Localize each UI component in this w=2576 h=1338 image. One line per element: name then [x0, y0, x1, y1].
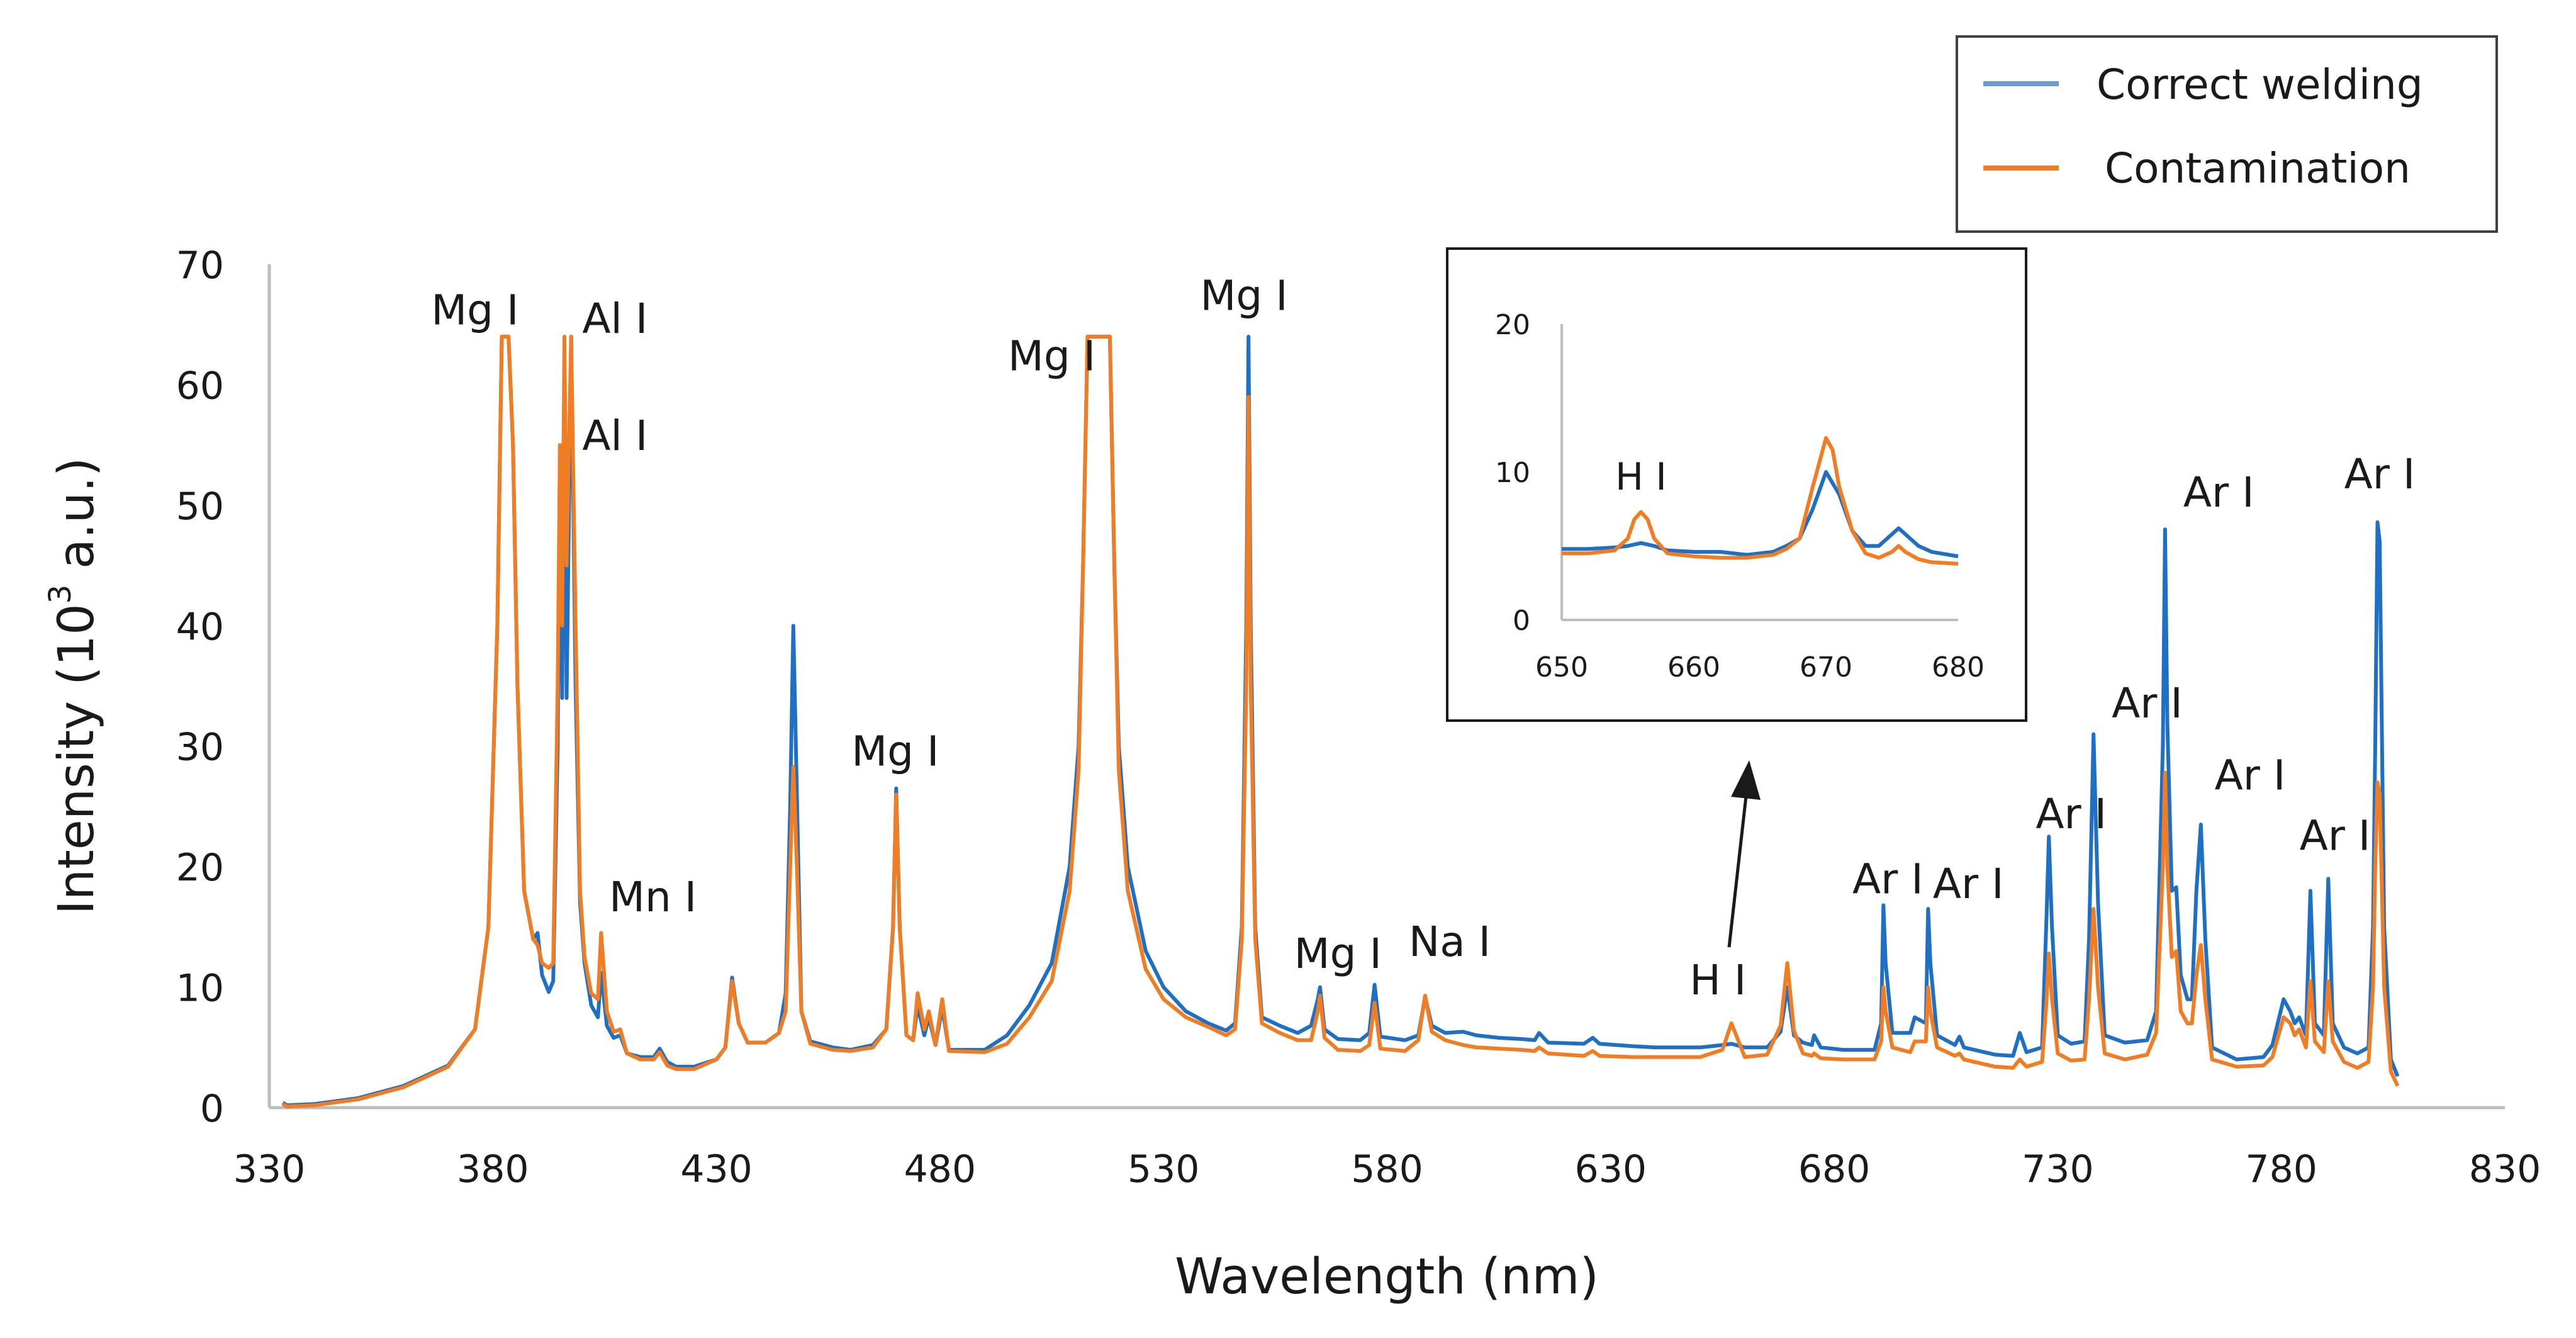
- inset-series-lines: [1562, 436, 1959, 566]
- inset-x-tick-label: 670: [1800, 651, 1852, 683]
- legend-label-correct-welding: Correct welding: [2097, 60, 2423, 109]
- inset-y-tick-label: 20: [1495, 309, 1530, 341]
- y-tick-label: 60: [176, 364, 224, 408]
- y-tick-label: 0: [200, 1087, 224, 1131]
- inset-frame: [1446, 247, 2027, 722]
- series-line-contamination: [281, 334, 2400, 1109]
- y-axis-title: Intensity (103 a.u.): [43, 458, 105, 915]
- peak-label: Mg I: [1294, 930, 1382, 978]
- legend-label-contamination: Contamination: [2105, 144, 2411, 193]
- inset-x-tick-label: 660: [1667, 651, 1720, 683]
- inset-zoom-panel: 650 660 670 680 0 10 20 H I: [1446, 247, 2027, 722]
- legend: Correct welding Contamination: [1956, 35, 2498, 233]
- x-tick-labels: 330 380 430 480 530 580 630 680 730 780 830: [233, 1147, 2541, 1191]
- y-axis-title-suffix: a.u.): [48, 458, 105, 585]
- y-tick-label: 50: [176, 485, 224, 529]
- x-tick-label: 630: [1575, 1147, 1647, 1191]
- x-tick-label: 480: [904, 1147, 977, 1191]
- peak-label: Ar I: [2215, 751, 2286, 800]
- inset-series-line-contamination: [1562, 436, 1959, 566]
- peak-label: Mn I: [609, 873, 697, 921]
- peak-label: Na I: [1409, 918, 1491, 966]
- y-tick-label: 30: [176, 726, 224, 770]
- y-axis-title-exponent: 3: [43, 585, 78, 604]
- x-tick-label: 780: [2245, 1147, 2317, 1191]
- series-lines: [281, 334, 2400, 1109]
- peak-label: Ar I: [2112, 679, 2183, 728]
- peak-label: Mg I: [431, 286, 518, 335]
- inset-y-tick-labels: 0 10 20: [1495, 309, 1530, 637]
- peak-label: Mg I: [1200, 272, 1287, 320]
- inset-y-tick-label: 0: [1513, 605, 1530, 637]
- y-axis-title-prefix: Intensity (10: [48, 604, 105, 914]
- y-tick-label: 20: [176, 846, 224, 890]
- x-tick-label: 330: [233, 1147, 306, 1191]
- legend-box: [1956, 35, 2498, 233]
- peak-label: Ar I: [2036, 790, 2107, 838]
- peak-label: Al I: [582, 412, 647, 460]
- x-tick-label: 730: [2022, 1147, 2094, 1191]
- peak-label: Ar I: [1852, 855, 1924, 903]
- x-tick-label: 680: [1798, 1147, 1871, 1191]
- inset-peak-label: H I: [1615, 455, 1667, 499]
- arrow-head: [1731, 760, 1761, 800]
- peak-label: Ar I: [2344, 450, 2416, 498]
- inset-pointer-arrow: [1727, 760, 1761, 948]
- x-tick-label: 580: [1351, 1147, 1423, 1191]
- inset-x-tick-label: 680: [1932, 651, 1985, 683]
- x-axis-title: Wavelength (nm): [1175, 1249, 1599, 1305]
- peak-label: H I: [1689, 956, 1746, 1004]
- x-tick-label: 430: [680, 1147, 753, 1191]
- inset-x-tick-label: 650: [1535, 651, 1588, 683]
- inset-y-tick-label: 10: [1495, 457, 1530, 489]
- main-plot-axes: [267, 264, 2505, 1110]
- inset-x-tick-labels: 650 660 670 680: [1535, 651, 1985, 683]
- y-tick-labels: 0 10 20 30 40 50 60 70: [176, 244, 224, 1131]
- x-tick-label: 830: [2469, 1147, 2541, 1191]
- peak-label: Al I: [582, 295, 647, 343]
- peak-label: Ar I: [2300, 811, 2371, 860]
- x-tick-label: 380: [457, 1147, 529, 1191]
- peak-label: Mg I: [1008, 332, 1095, 380]
- peak-annotations: Mg I Al I Al I Mn I Mg I Mg I Mg I Mg I Na I H I A…: [431, 272, 2415, 1004]
- y-tick-label: 70: [176, 244, 224, 288]
- arrow-shaft: [1727, 795, 1748, 948]
- y-tick-label: 40: [176, 605, 224, 649]
- x-tick-label: 530: [1128, 1147, 1200, 1191]
- y-tick-label: 10: [176, 967, 224, 1011]
- peak-label: Mg I: [851, 727, 939, 775]
- peak-label: Ar I: [2183, 468, 2254, 517]
- peak-label: Ar I: [1933, 860, 2004, 908]
